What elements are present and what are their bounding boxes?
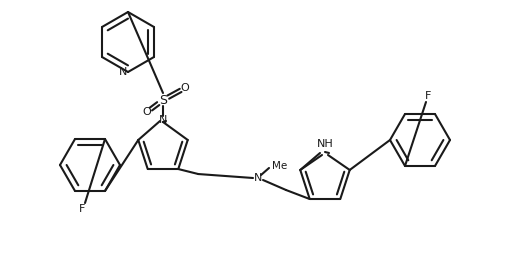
Text: N: N — [119, 67, 127, 77]
Text: Me: Me — [272, 161, 287, 171]
Text: N: N — [254, 173, 262, 183]
Text: O: O — [143, 107, 152, 117]
Text: S: S — [159, 94, 167, 106]
Text: NH: NH — [316, 139, 333, 149]
Text: O: O — [181, 83, 189, 93]
Text: N: N — [159, 115, 167, 125]
Text: F: F — [79, 204, 85, 214]
Text: F: F — [425, 91, 431, 101]
